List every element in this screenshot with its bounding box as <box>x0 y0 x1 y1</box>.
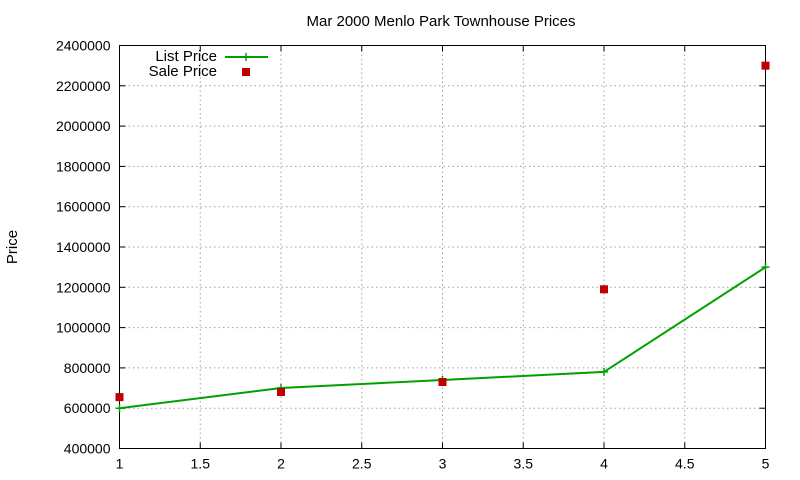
data-point-sale-price <box>761 61 770 70</box>
series-line-list-price <box>119 266 767 410</box>
legend: List Price Sale Price <box>149 48 268 80</box>
data-point-list-price <box>761 263 770 272</box>
y-tick-label: 1800000 <box>56 158 111 174</box>
series-sale-price <box>115 61 770 402</box>
x-tick-label: 5 <box>762 456 770 472</box>
x-tick-label: 4.5 <box>675 456 695 472</box>
y-tick-label: 1600000 <box>56 199 111 215</box>
data-point-sale-price <box>438 378 447 387</box>
y-tick-label: 1200000 <box>56 279 111 295</box>
data-point-list-price <box>600 367 608 376</box>
x-tick-label: 2.5 <box>352 456 372 472</box>
data-point-list-price <box>115 404 124 413</box>
x-tick-label: 3.5 <box>514 456 534 472</box>
legend-entry-sale-price: Sale Price <box>149 63 250 80</box>
legend-marker-sale-price <box>242 68 250 76</box>
x-tick-label: 3 <box>439 456 447 472</box>
x-tick-label: 4 <box>600 456 608 472</box>
y-tick-label: 1400000 <box>56 239 111 255</box>
legend-marker-list-price <box>242 53 250 61</box>
x-tick-labels: 1 1.5 2 2.5 3 3.5 4 4.5 5 <box>116 456 770 472</box>
x-tick-label: 1.5 <box>191 456 211 472</box>
y-axis-label: Price <box>4 230 21 264</box>
data-point-sale-price <box>277 388 285 397</box>
y-tick-label: 1000000 <box>56 320 111 336</box>
y-tick-label: 2400000 <box>56 38 111 54</box>
data-point-sale-price <box>600 285 608 294</box>
legend-label-list-price: List Price <box>155 48 217 65</box>
grid-lines <box>119 45 766 449</box>
legend-label-sale-price: Sale Price <box>149 63 217 80</box>
x-tick-label: 2 <box>277 456 285 472</box>
axis-ticks <box>119 45 766 449</box>
data-series <box>115 61 770 413</box>
legend-entry-list-price: List Price <box>155 48 268 65</box>
y-tick-label: 800000 <box>64 360 111 376</box>
chart-title: Mar 2000 Menlo Park Townhouse Prices <box>306 13 575 30</box>
series-list-price <box>115 263 770 413</box>
y-tick-label: 2000000 <box>56 118 111 134</box>
y-tick-label: 600000 <box>64 400 111 416</box>
y-tick-label: 2200000 <box>56 78 111 94</box>
x-tick-label: 1 <box>116 456 124 472</box>
data-point-sale-price <box>115 393 124 402</box>
y-tick-label: 400000 <box>64 441 111 457</box>
y-tick-labels: 400000 600000 800000 1000000 1200000 1400000 1… <box>56 38 111 457</box>
